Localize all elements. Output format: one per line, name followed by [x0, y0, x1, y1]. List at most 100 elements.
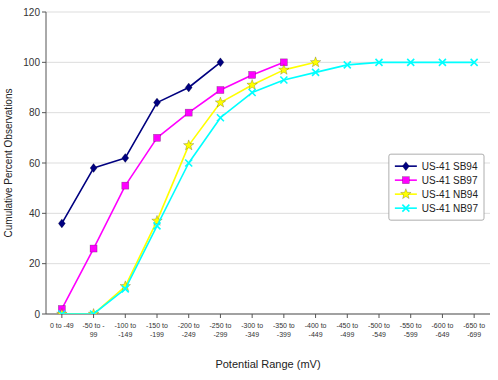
legend-marker — [401, 189, 411, 199]
y-tick-label: 40 — [29, 208, 41, 219]
marker-star — [57, 309, 67, 315]
marker-x — [407, 59, 414, 66]
y-tick — [42, 163, 46, 164]
marker-star — [183, 140, 193, 150]
x-tick — [188, 314, 189, 318]
x-tick-label: -500 to-549 — [368, 322, 390, 338]
marker-x — [439, 59, 446, 66]
x-tick-label: -650 to-699 — [463, 322, 485, 338]
x-tick — [220, 314, 221, 318]
x-tick — [410, 314, 411, 318]
y-tick — [42, 112, 46, 113]
marker-x — [217, 114, 224, 121]
x-tick — [93, 314, 94, 318]
marker-square — [185, 109, 192, 116]
marker-x — [376, 59, 383, 66]
x-tick — [125, 314, 126, 318]
marker-star — [215, 97, 225, 107]
y-tick-label: 100 — [23, 57, 40, 68]
y-tick — [42, 263, 46, 264]
marker-x — [280, 76, 287, 83]
x-tick-label: -400 to-449 — [305, 322, 327, 338]
marker-diamond — [122, 153, 129, 162]
marker-x — [122, 285, 129, 292]
legend-marker — [402, 162, 409, 171]
legend: US-41 SB94 US-41 SB97 US-41 NB94 US-41 NB97 — [389, 154, 484, 220]
legend-marker — [402, 205, 409, 212]
x-tick-label: 0 to -49 — [50, 322, 74, 329]
x-tick-label: -550 to-599 — [400, 322, 422, 338]
x-tick-label: -300 to-349 — [241, 322, 263, 338]
x-axis-title: Potential Range (mV) — [215, 358, 320, 370]
y-axis-title: Cumulative Percent Observations — [3, 89, 14, 238]
x-tick — [61, 314, 62, 318]
marker-x — [312, 69, 319, 76]
marker-square — [90, 245, 97, 252]
marker-square — [217, 87, 224, 94]
grid-line — [46, 12, 490, 13]
x-tick-label: -600 to-649 — [432, 322, 454, 338]
marker-square — [122, 182, 129, 189]
marker-square — [249, 71, 256, 78]
legend-marker — [402, 177, 409, 184]
x-tick — [379, 314, 380, 318]
x-tick-label: -200 to-249 — [178, 322, 200, 338]
marker-x — [154, 222, 161, 229]
legend-label: US-41 NB97 — [422, 203, 479, 214]
x-tick-label: -350 to-399 — [273, 322, 295, 338]
x-tick-label: -50 to -99 — [82, 322, 105, 338]
x-tick — [315, 314, 316, 318]
marker-diamond — [185, 83, 192, 92]
x-tick — [347, 314, 348, 318]
x-tick-label: -250 to-299 — [210, 322, 232, 338]
x-axis-line — [46, 314, 490, 315]
marker-x — [58, 311, 65, 315]
legend-box — [389, 154, 484, 220]
marker-x — [471, 59, 478, 66]
y-tick-label: 0 — [34, 309, 40, 320]
y-tick — [42, 62, 46, 63]
chart: 0 20 40 60 80 100 120 0 to -49 -50 to -99 -100 to… — [0, 0, 498, 380]
x-tick — [442, 314, 443, 318]
x-tick — [252, 314, 253, 318]
legend-label: US-41 NB94 — [422, 189, 479, 200]
series — [57, 57, 321, 314]
marker-diamond — [58, 219, 65, 228]
y-tick-label: 120 — [23, 7, 40, 18]
series — [58, 58, 224, 228]
legend-label: US-41 SB97 — [422, 175, 478, 186]
y-tick — [42, 12, 46, 13]
series — [58, 59, 287, 313]
series-line — [62, 62, 221, 223]
marker-star — [88, 309, 98, 315]
grid-line — [46, 112, 490, 113]
x-tick — [474, 314, 475, 318]
marker-star — [279, 64, 289, 74]
marker-diamond — [154, 98, 161, 107]
marker-x — [90, 311, 97, 315]
y-tick-label: 80 — [29, 107, 41, 118]
legend-label: US-41 SB94 — [422, 161, 478, 172]
grid-line — [46, 314, 490, 315]
marker-square — [154, 134, 161, 141]
y-tick-label: 60 — [29, 158, 41, 169]
marker-x — [185, 160, 192, 167]
x-tick-label: -450 to-499 — [336, 322, 358, 338]
marker-star — [310, 57, 320, 67]
series-line — [62, 62, 316, 314]
x-tick-label: -150 to-199 — [146, 322, 168, 338]
y-tick-label: 20 — [29, 258, 41, 269]
x-tick — [157, 314, 158, 318]
marker-x — [249, 89, 256, 96]
y-tick — [42, 314, 46, 315]
x-tick — [283, 314, 284, 318]
grid-line — [46, 263, 490, 264]
marker-star — [247, 79, 257, 89]
y-axis-line — [46, 12, 47, 314]
x-tick-label: -100 to-149 — [114, 322, 136, 338]
marker-diamond — [217, 58, 224, 67]
series-line — [62, 62, 284, 309]
marker-x — [344, 61, 351, 68]
y-tick — [42, 213, 46, 214]
marker-diamond — [90, 164, 97, 173]
